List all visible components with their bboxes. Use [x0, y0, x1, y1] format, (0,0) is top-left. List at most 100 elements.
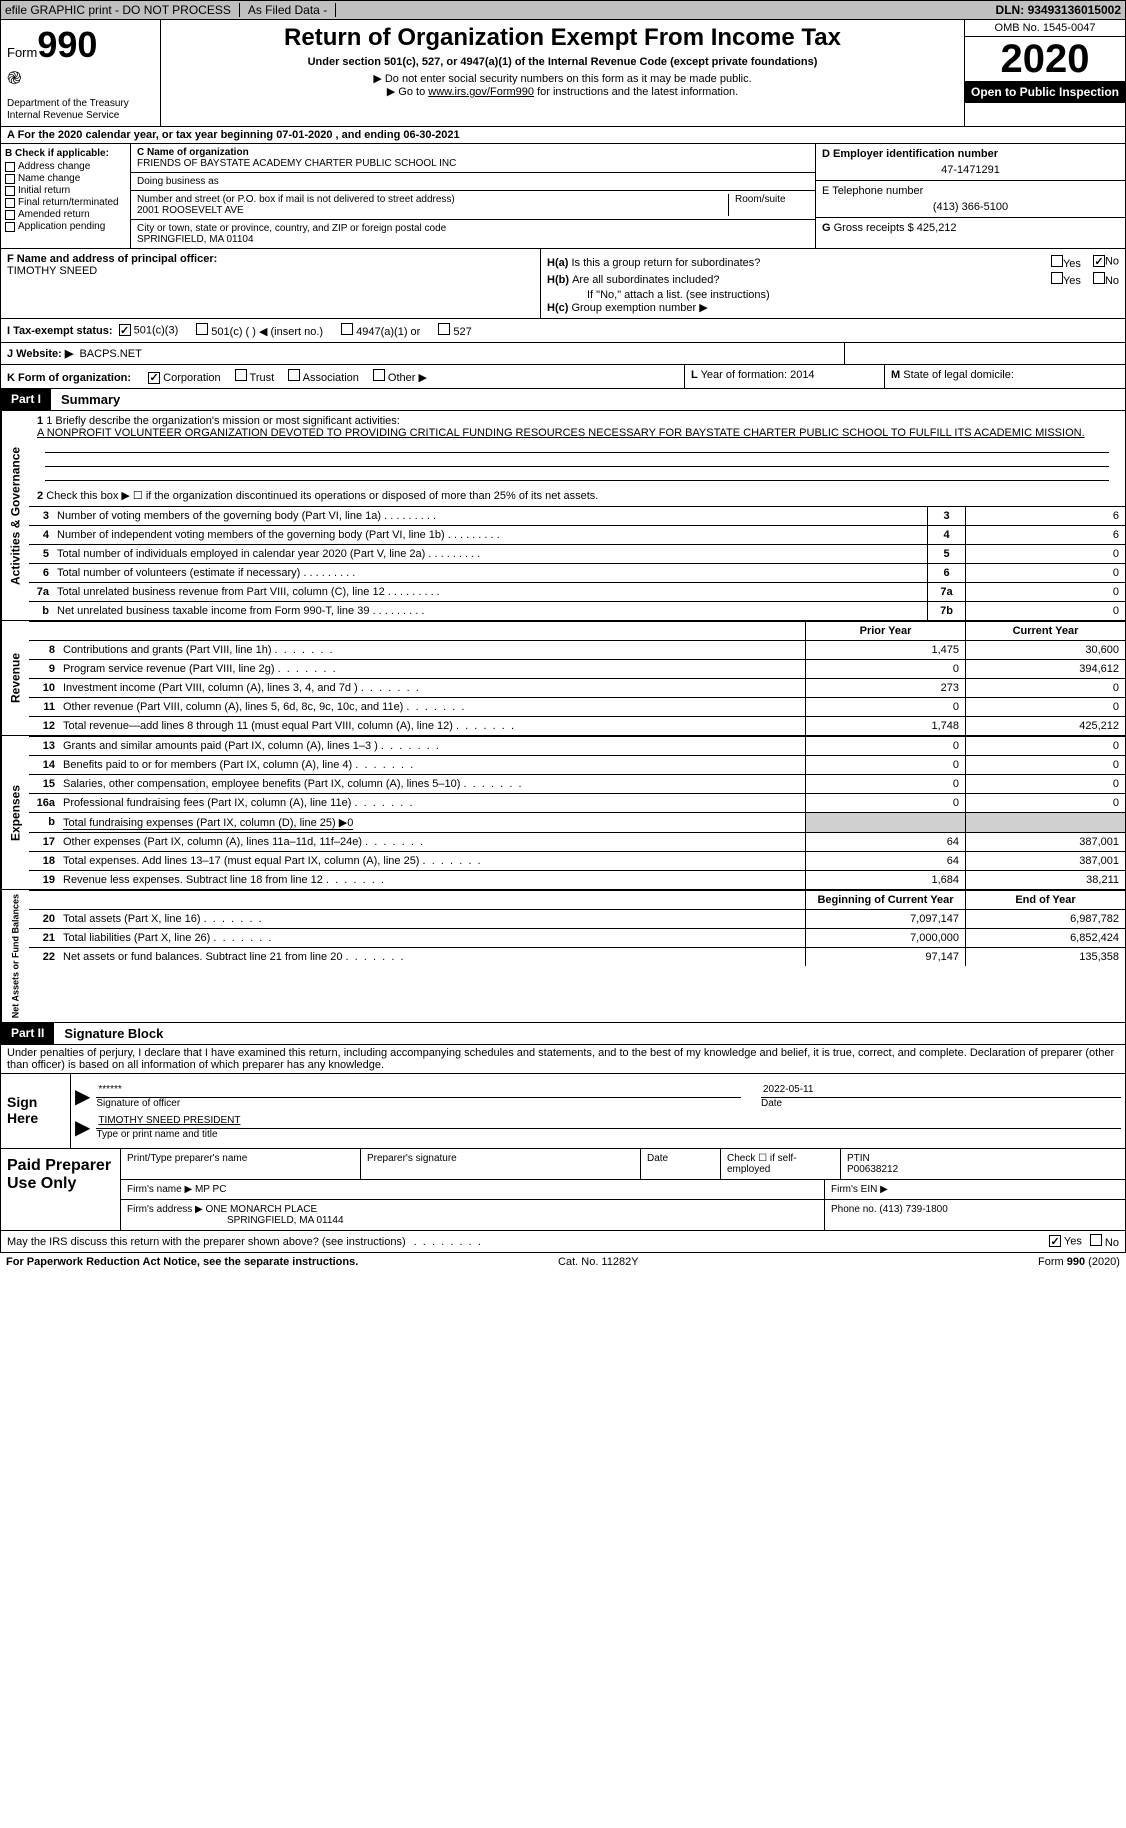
- dept-label: Department of the Treasury: [7, 98, 154, 110]
- summary-line: 5Total number of individuals employed in…: [29, 544, 1125, 563]
- summary-line: 17Other expenses (Part IX, column (A), l…: [29, 832, 1125, 851]
- row-j: J Website: ▶ BACPS.NET: [0, 343, 1126, 365]
- telephone: (413) 366-5100: [822, 201, 1119, 213]
- sign-arrow-icon: ▶: [75, 1115, 90, 1140]
- org-form-option[interactable]: Trust: [235, 372, 275, 384]
- row-i: I Tax-exempt status: ✓ 501(c)(3) 501(c) …: [0, 319, 1126, 343]
- org-city: SPRINGFIELD, MA 01104: [137, 234, 809, 245]
- form-header: Form990 ֎ Department of the Treasury Int…: [0, 20, 1126, 127]
- header-center: Return of Organization Exempt From Incom…: [161, 20, 965, 126]
- row-klm: K Form of organization: ✓ Corporation Tr…: [0, 365, 1126, 389]
- summary-line: 20Total assets (Part X, line 16) . . . .…: [29, 909, 1125, 928]
- part1-expenses: Expenses 13Grants and similar amounts pa…: [0, 736, 1126, 890]
- room-suite-label: Room/suite: [729, 194, 809, 216]
- irs-link[interactable]: www.irs.gov/Form990: [428, 86, 534, 98]
- summary-line: 6Total number of volunteers (estimate if…: [29, 563, 1125, 582]
- tax-status-option[interactable]: 501(c) ( ) ◀ (insert no.): [196, 323, 323, 338]
- tax-status-option[interactable]: ✓ 501(c)(3): [119, 324, 179, 337]
- form-number: 990: [37, 24, 97, 65]
- part1-ag: Activities & Governance 1 1 Briefly desc…: [0, 411, 1126, 621]
- omb-number: OMB No. 1545-0047: [965, 20, 1125, 37]
- summary-line: bNet unrelated business taxable income f…: [29, 601, 1125, 620]
- summary-line: 12Total revenue—add lines 8 through 11 (…: [29, 716, 1125, 735]
- hb-no-checkbox[interactable]: [1093, 272, 1105, 284]
- col-deg: D Employer identification number 47-1471…: [815, 144, 1125, 248]
- as-filed-label: As Filed Data -: [248, 3, 327, 17]
- part1-netassets: Net Assets or Fund Balances Beginning of…: [0, 890, 1126, 1023]
- checkbox-item[interactable]: Application pending: [5, 221, 126, 232]
- mission-block: 1 1 Briefly describe the organization's …: [29, 411, 1125, 506]
- top-bar: efile GRAPHIC print - DO NOT PROCESS As …: [0, 0, 1126, 20]
- summary-line: 16aProfessional fundraising fees (Part I…: [29, 793, 1125, 812]
- summary-line: 14Benefits paid to or for members (Part …: [29, 755, 1125, 774]
- swirl-icon: ֎: [7, 66, 154, 90]
- summary-line: 8Contributions and grants (Part VIII, li…: [29, 640, 1125, 659]
- form-note1: ▶ Do not enter social security numbers o…: [167, 72, 958, 85]
- firm-phone: (413) 739-1800: [879, 1204, 947, 1215]
- checkbox-item[interactable]: Amended return: [5, 209, 126, 220]
- summary-line: 9Program service revenue (Part VIII, lin…: [29, 659, 1125, 678]
- hdr-prior-year: Prior Year: [805, 622, 965, 640]
- mission-text: A NONPROFIT VOLUNTEER ORGANIZATION DEVOT…: [37, 427, 1117, 439]
- part1-header: Part I Summary: [0, 389, 1126, 411]
- gross-receipts: 425,212: [917, 222, 957, 234]
- dln: DLN: 93493136015002: [996, 3, 1121, 17]
- hdr-current-year: Current Year: [965, 622, 1125, 640]
- summary-line: 7aTotal unrelated business revenue from …: [29, 582, 1125, 601]
- checkbox-item[interactable]: Initial return: [5, 185, 126, 196]
- preparer-block: Paid Preparer Use Only Print/Type prepar…: [0, 1149, 1126, 1231]
- hb-note: If "No," attach a list. (see instruction…: [547, 289, 1119, 301]
- signature-field[interactable]: ******: [96, 1082, 741, 1098]
- col-f: F Name and address of principal officer:…: [1, 249, 541, 318]
- vtab-netassets: Net Assets or Fund Balances: [1, 890, 29, 1022]
- firm-name: MP PC: [195, 1184, 227, 1195]
- org-form-option[interactable]: Other ▶: [373, 372, 427, 384]
- summary-line: 10Investment income (Part VIII, column (…: [29, 678, 1125, 697]
- officer-name: TIMOTHY SNEED PRESIDENT: [96, 1113, 1121, 1129]
- org-name: FRIENDS OF BAYSTATE ACADEMY CHARTER PUBL…: [137, 158, 809, 169]
- summary-line: 22Net assets or fund balances. Subtract …: [29, 947, 1125, 966]
- tax-status-option[interactable]: 4947(a)(1) or: [341, 323, 420, 338]
- year-formation: 2014: [790, 369, 814, 381]
- hdr-beginning: Beginning of Current Year: [805, 891, 965, 909]
- preparer-label: Paid Preparer Use Only: [1, 1149, 121, 1230]
- sign-arrow-icon: ▶: [75, 1084, 90, 1109]
- part1-revenue: Revenue Prior Year Current Year 8Contrib…: [0, 621, 1126, 736]
- vtab-revenue: Revenue: [1, 621, 29, 735]
- sign-here-label: Sign Here: [1, 1074, 71, 1148]
- form-note2: ▶ Go to www.irs.gov/Form990 for instruct…: [167, 85, 958, 98]
- org-form-option[interactable]: Association: [288, 372, 359, 384]
- col-c: C Name of organization FRIENDS OF BAYSTA…: [131, 144, 815, 248]
- checkbox-item[interactable]: Address change: [5, 161, 126, 172]
- checkbox-item[interactable]: Name change: [5, 173, 126, 184]
- row-a: A For the 2020 calendar year, or tax yea…: [0, 127, 1126, 144]
- paperwork-notice: For Paperwork Reduction Act Notice, see …: [6, 1256, 358, 1268]
- discuss-yes-checkbox[interactable]: ✓: [1049, 1235, 1061, 1247]
- sign-date: 2022-05-11: [761, 1082, 1121, 1098]
- ha-no-checkbox[interactable]: ✓: [1093, 255, 1105, 267]
- part2-header: Part II Signature Block: [0, 1023, 1126, 1045]
- vtab-expenses: Expenses: [1, 736, 29, 889]
- org-form-option[interactable]: ✓ Corporation: [148, 372, 221, 384]
- part2-declaration: Under penalties of perjury, I declare th…: [0, 1045, 1126, 1074]
- summary-line: 19Revenue less expenses. Subtract line 1…: [29, 870, 1125, 889]
- checkbox-item[interactable]: Final return/terminated: [5, 197, 126, 208]
- discuss-row: May the IRS discuss this return with the…: [0, 1231, 1126, 1253]
- irs-label: Internal Revenue Service: [7, 110, 154, 122]
- principal-officer: TIMOTHY SNEED: [7, 265, 534, 277]
- ptin: P00638212: [847, 1164, 1119, 1175]
- discuss-no-checkbox[interactable]: [1090, 1234, 1102, 1246]
- col-b: B Check if applicable: Address changeNam…: [1, 144, 131, 248]
- hb-yes-checkbox[interactable]: [1051, 272, 1063, 284]
- footer: For Paperwork Reduction Act Notice, see …: [0, 1253, 1126, 1271]
- summary-line: 4Number of independent voting members of…: [29, 525, 1125, 544]
- form-title: Return of Organization Exempt From Incom…: [167, 24, 958, 52]
- summary-line: 15Salaries, other compensation, employee…: [29, 774, 1125, 793]
- col-h: H(a) Is this a group return for subordin…: [541, 249, 1125, 318]
- tax-status-option[interactable]: 527: [438, 323, 471, 338]
- ha-yes-checkbox[interactable]: [1051, 255, 1063, 267]
- summary-line: bTotal fundraising expenses (Part IX, co…: [29, 812, 1125, 832]
- section-bcdeg: B Check if applicable: Address changeNam…: [0, 144, 1126, 249]
- open-public-badge: Open to Public Inspection: [965, 81, 1125, 103]
- efile-label: efile GRAPHIC print - DO NOT PROCESS: [5, 3, 231, 17]
